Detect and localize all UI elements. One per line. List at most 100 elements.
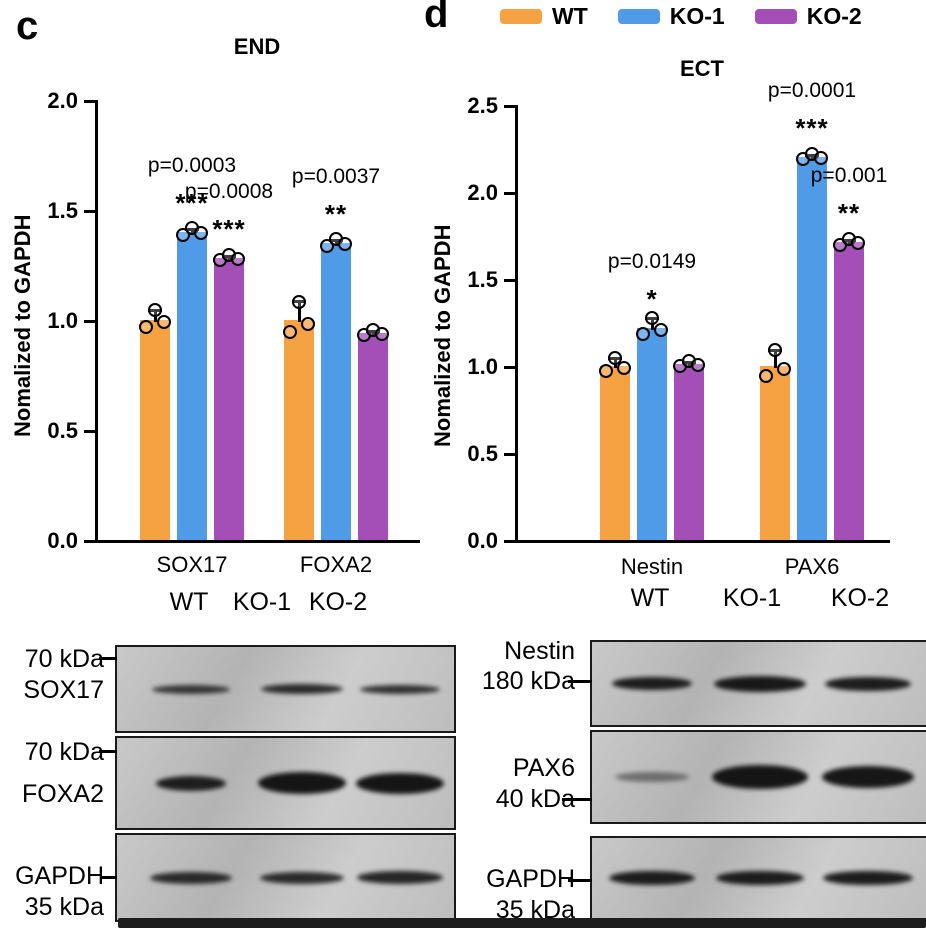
y-axis: [515, 105, 518, 543]
lane-label-KO-1: KO-1: [232, 588, 292, 616]
blot-label-line2: SOX17: [23, 676, 104, 704]
significance-stars: ***: [175, 188, 209, 218]
data-point: [851, 236, 865, 251]
data-point: [768, 343, 782, 358]
label-connector-line: [101, 876, 117, 879]
data-point: [194, 225, 208, 240]
bar-WT-SOX17: [140, 320, 170, 540]
significance-stars: **: [324, 199, 348, 229]
data-point: [599, 364, 613, 379]
protein-band: [360, 684, 441, 694]
protein-band: [357, 871, 444, 884]
y-tick-mark: [84, 430, 95, 433]
blot-label-line2: FOXA2: [22, 780, 104, 808]
protein-band: [356, 772, 445, 794]
x-category-label: PAX6: [784, 554, 840, 579]
data-point: [645, 311, 659, 326]
label-connector-line: [568, 680, 592, 683]
chart-title: END: [233, 34, 281, 59]
bar-KO-2-FOXA2: [358, 333, 388, 540]
legend-label: KO-2: [806, 3, 862, 29]
y-tick-label: 2.5: [467, 93, 498, 118]
blot-image-Nestin: [590, 640, 926, 727]
data-point: [654, 322, 668, 337]
lane-label-KO-2: KO-2: [830, 584, 890, 612]
y-tick-mark: [504, 192, 515, 195]
bar-KO-2-SOX17: [214, 258, 244, 540]
data-point: [148, 303, 162, 318]
p-value: p=0.0001: [767, 79, 857, 103]
bar-WT-PAX6: [760, 366, 790, 540]
legend: WT KO-1 KO-2: [500, 3, 862, 30]
y-tick-label: 2.0: [47, 88, 78, 113]
x-category-label: FOXA2: [299, 552, 373, 577]
data-point: [283, 324, 297, 339]
lane-label-WT: WT: [169, 588, 209, 616]
blot-label-line1: GAPDH: [15, 862, 104, 890]
significance-stars: ***: [795, 113, 829, 144]
y-tick-mark: [504, 453, 515, 456]
blot-label-line1: PAX6: [512, 754, 575, 782]
y-tick-label: 1.0: [467, 354, 498, 379]
data-point: [617, 360, 631, 375]
blot-label-line1: GAPDH: [486, 865, 575, 893]
data-point: [777, 362, 791, 377]
y-axis: [95, 100, 98, 543]
protein-band: [258, 772, 347, 794]
lane-label-KO-2: KO-2: [308, 588, 368, 616]
y-tick-label: 0.0: [467, 528, 498, 553]
data-point: [636, 326, 650, 341]
bar-KO-2-Nestin: [674, 364, 704, 540]
protein-band: [612, 677, 693, 690]
y-tick-mark: [504, 105, 515, 108]
legend-item-WT: WT: [500, 3, 588, 30]
y-tick-label: 1.0: [47, 308, 78, 333]
significance-stars: **: [837, 198, 861, 229]
blot-label-line2: 40 kDa: [495, 785, 575, 813]
data-point: [139, 319, 153, 334]
y-tick-mark: [84, 100, 95, 103]
data-point: [231, 252, 245, 267]
protein-band: [824, 676, 911, 691]
y-tick-label: 0.5: [467, 441, 498, 466]
protein-band: [821, 766, 914, 788]
protein-band: [609, 871, 696, 885]
data-point: [691, 357, 705, 372]
y-tick-label: 0.0: [47, 528, 78, 553]
blot-label-line1: Nestin: [504, 637, 575, 665]
y-tick-mark: [504, 540, 515, 543]
blot-image-SOX17: [115, 645, 456, 733]
y-tick-label: 2.0: [467, 180, 498, 205]
data-point: [814, 150, 828, 165]
blot-image-PAX6: [590, 730, 926, 824]
label-connector-line: [99, 657, 117, 660]
error-bar: [297, 300, 301, 322]
significance-stars: *: [646, 283, 658, 314]
blot-image-FOXA2: [115, 736, 456, 830]
protein-band: [152, 684, 231, 694]
label-connector-line: [562, 798, 592, 801]
lane-label-KO-1: KO-1: [722, 584, 782, 612]
protein-band: [260, 871, 345, 884]
y-tick-label: 1.5: [467, 267, 498, 292]
y-tick-mark: [84, 540, 95, 543]
legend-swatch-KO-1: [617, 9, 660, 24]
legend-label: KO-1: [669, 3, 725, 29]
y-tick-label: 1.5: [47, 198, 78, 223]
bar-KO-2-PAX6: [834, 242, 864, 540]
label-connector-line: [99, 750, 117, 753]
cropped-blot-strip: [118, 918, 926, 928]
lane-label-WT: WT: [630, 584, 670, 612]
p-value: p=0.001: [810, 164, 888, 188]
data-point: [157, 315, 171, 330]
data-point: [301, 316, 315, 331]
data-point: [759, 369, 773, 384]
protein-band: [150, 871, 233, 884]
data-point: [375, 326, 389, 341]
bar-KO-1-Nestin: [637, 327, 667, 540]
panel-d-label: d: [424, 0, 449, 36]
chart-title: ECT: [680, 56, 724, 81]
protein-band: [822, 871, 913, 885]
